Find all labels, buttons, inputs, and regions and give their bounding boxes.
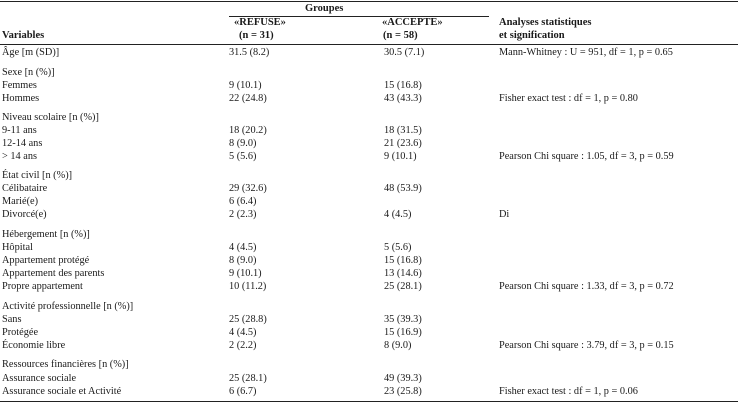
refuse-value: 5 (5.6) bbox=[229, 151, 257, 162]
refuse-value: 4 (4.5) bbox=[229, 327, 257, 338]
row-label: Sexe [n (%)] bbox=[2, 67, 55, 78]
stat-value: Mann-Whitney : U = 951, df = 1, p = 0.65 bbox=[499, 47, 673, 58]
refuse-value: 31.5 (8.2) bbox=[229, 47, 270, 58]
refuse-value: 6 (6.4) bbox=[229, 196, 257, 207]
row-label: Appartement protégé bbox=[2, 255, 90, 266]
refuse-value: 22 (24.8) bbox=[229, 93, 267, 104]
row-label: Hébergement [n (%)] bbox=[2, 229, 90, 240]
row-label: Femmes bbox=[2, 80, 37, 91]
accepte-value: 5 (5.6) bbox=[384, 242, 412, 253]
accepte-value: 9 (10.1) bbox=[384, 151, 417, 162]
refuse-value: 18 (20.2) bbox=[229, 125, 267, 136]
refuse-value: 25 (28.8) bbox=[229, 314, 267, 325]
refuse-header: «REFUSE» bbox=[234, 17, 286, 28]
variables-header: Variables bbox=[2, 30, 45, 41]
stat-value: Fisher exact test : df = 1, p = 0.06 bbox=[499, 386, 638, 397]
accepte-value: 23 (25.8) bbox=[384, 386, 422, 397]
refuse-value: 9 (10.1) bbox=[229, 80, 262, 91]
row-label: Appartement des parents bbox=[2, 268, 105, 279]
stat-value: Di bbox=[499, 209, 510, 220]
stat-value: Pearson Chi square : 3.79, df = 3, p = 0… bbox=[499, 340, 674, 351]
row-label: Économie libre bbox=[2, 340, 66, 351]
row-label: Assurance sociale et Activité bbox=[2, 386, 122, 397]
stat-value: Fisher exact test : df = 1, p = 0.80 bbox=[499, 93, 638, 104]
refuse-value: 4 (4.5) bbox=[229, 242, 257, 253]
accepte-value: 8 (9.0) bbox=[384, 340, 412, 351]
row-label: État civil [n (%)] bbox=[2, 170, 73, 181]
refuse-value: 2 (2.2) bbox=[229, 340, 257, 351]
accepte-value: 4 (4.5) bbox=[384, 209, 412, 220]
accepte-value: 15 (16.8) bbox=[384, 80, 422, 91]
row-label: Assurance sociale bbox=[2, 373, 77, 384]
refuse-value: 9 (10.1) bbox=[229, 268, 262, 279]
accepte-n: (n = 58) bbox=[383, 30, 418, 41]
accepte-value: 15 (16.9) bbox=[384, 327, 422, 338]
stat-value: Pearson Chi square : 1.05, df = 3, p = 0… bbox=[499, 151, 674, 162]
row-label: Célibataire bbox=[2, 183, 48, 194]
row-label: Divorcé(e) bbox=[2, 209, 47, 220]
groups-underline bbox=[229, 16, 489, 17]
row-label: Propre appartement bbox=[2, 281, 83, 292]
refuse-value: 6 (6.7) bbox=[229, 386, 257, 397]
accepte-value: 48 (53.9) bbox=[384, 183, 422, 194]
refuse-value: 10 (11.2) bbox=[229, 281, 267, 292]
accepte-value: 43 (43.3) bbox=[384, 93, 422, 104]
row-label: Ressources financières [n (%)] bbox=[2, 359, 129, 370]
row-label: Activité professionnelle [n (%)] bbox=[2, 301, 134, 312]
bottom-rule bbox=[0, 401, 738, 402]
accepte-value: 21 (23.6) bbox=[384, 138, 422, 149]
refuse-value: 25 (28.1) bbox=[229, 373, 267, 384]
groups-header: Groupes bbox=[305, 3, 344, 14]
accepte-value: 18 (31.5) bbox=[384, 125, 422, 136]
row-label: Hommes bbox=[2, 93, 40, 104]
row-label: Hôpital bbox=[2, 242, 33, 253]
accepte-value: 30.5 (7.1) bbox=[384, 47, 425, 58]
refuse-value: 29 (32.6) bbox=[229, 183, 267, 194]
row-label: Niveau scolaire [n (%)] bbox=[2, 112, 99, 123]
row-label: Âge [m (SD)] bbox=[2, 47, 60, 58]
top-rule bbox=[0, 1, 738, 2]
accepte-value: 25 (28.1) bbox=[384, 281, 422, 292]
refuse-n: (n = 31) bbox=[239, 30, 274, 41]
accepte-value: 49 (39.3) bbox=[384, 373, 422, 384]
stat-value: Pearson Chi square : 1.33, df = 3, p = 0… bbox=[499, 281, 674, 292]
analyses-header: Analyses statistiques bbox=[499, 17, 592, 28]
accepte-value: 13 (14.6) bbox=[384, 268, 422, 279]
refuse-value: 8 (9.0) bbox=[229, 255, 257, 266]
row-label: Marié(e) bbox=[2, 196, 39, 207]
row-label: 12-14 ans bbox=[2, 138, 43, 149]
header-bottom-rule bbox=[0, 44, 738, 45]
row-label: Protégée bbox=[2, 327, 39, 338]
accepte-value: 35 (39.3) bbox=[384, 314, 422, 325]
row-label: > 14 ans bbox=[2, 151, 37, 162]
accepte-value: 15 (16.8) bbox=[384, 255, 422, 266]
refuse-value: 2 (2.3) bbox=[229, 209, 257, 220]
row-label: Sans bbox=[2, 314, 22, 325]
refuse-value: 8 (9.0) bbox=[229, 138, 257, 149]
accepte-header: «ACCEPTE» bbox=[382, 17, 443, 28]
row-label: 9-11 ans bbox=[2, 125, 37, 136]
signification-header: et signification bbox=[499, 30, 565, 41]
